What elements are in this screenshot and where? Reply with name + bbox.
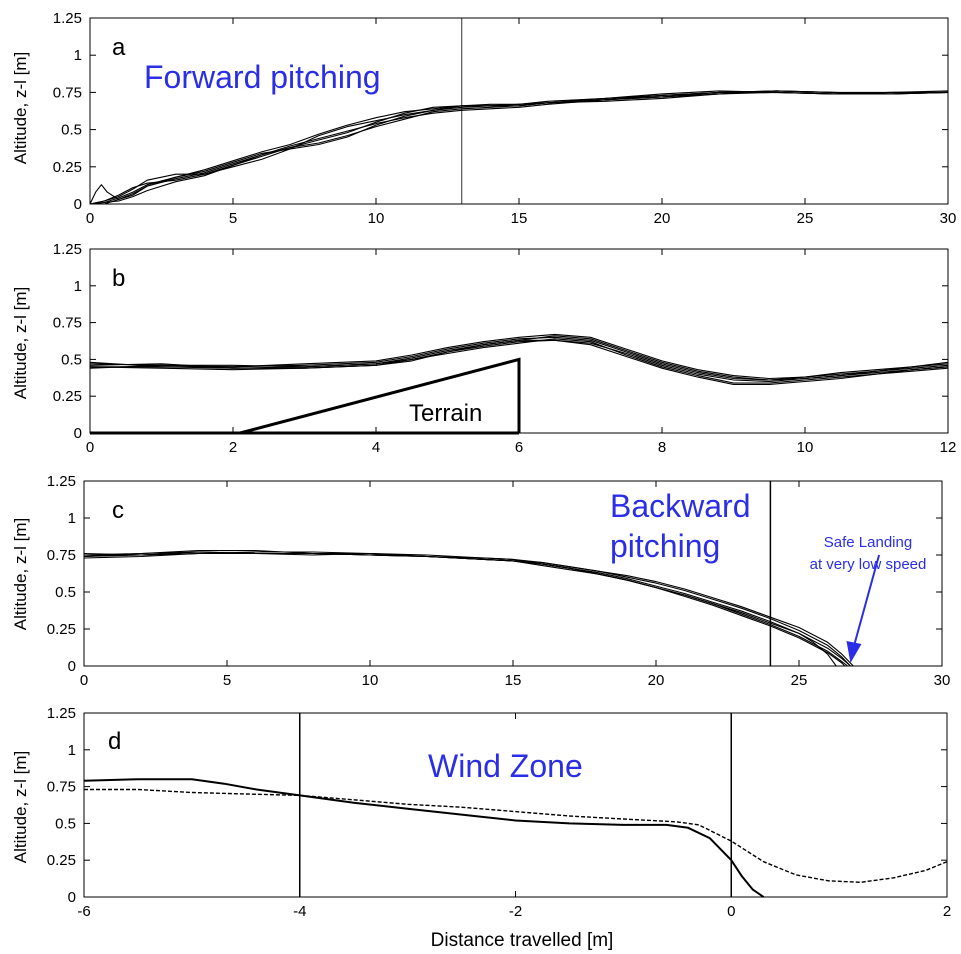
y-tick-label: 0.75: [53, 315, 82, 332]
panel-c-letter: c: [112, 497, 124, 524]
terrain-ramp: [239, 357, 521, 435]
y-tick-label: 0.25: [53, 388, 82, 405]
x-tick-label: -4: [293, 903, 306, 920]
annotation-pitching: pitching: [610, 528, 720, 564]
y-tick-label: 1.25: [47, 473, 76, 490]
series-line-c-5: [83, 551, 854, 667]
landing-arrow-head: [846, 641, 862, 664]
y-tick-label: 0.75: [47, 779, 76, 796]
annotation-wind-zone: Wind Zone: [428, 748, 583, 784]
x-tick-label: 2: [943, 903, 951, 920]
x-tick-label: 15: [505, 672, 522, 689]
series-line-a-3: [89, 90, 949, 205]
y-tick-label: 0.5: [55, 584, 76, 601]
axes-frame-d: [83, 712, 948, 898]
series-line-b-5: [89, 333, 949, 380]
panel-c: Altitude, z-l [m] c Backward pitching Sa…: [11, 488, 926, 630]
x-tick-label: 25: [797, 210, 814, 227]
landing-arrow-shaft: [852, 554, 881, 649]
x-tick-label: 0: [727, 903, 735, 920]
x-tick-label: -2: [509, 903, 522, 920]
x-tick-label: 20: [648, 672, 665, 689]
plot-d: -6 -4 -2 0 2 0 0.25 0.5 0.75 1 1.25: [47, 705, 951, 920]
panel-d: Altitude, z-l [m] d Wind Zone Distance t…: [11, 728, 613, 951]
x-tick-label: 30: [940, 210, 957, 227]
y-tick-label: 0.25: [47, 621, 76, 638]
x-tick-label: 6: [515, 439, 523, 456]
x-tick-label: 10: [797, 439, 814, 456]
series-line-b-6: [89, 339, 949, 385]
x-tick-label: 10: [368, 210, 385, 227]
y-tick-label: 0.5: [61, 122, 82, 139]
annotation-forward-pitching: Forward pitching: [144, 59, 381, 95]
series-line-c-6: [84, 552, 837, 667]
panel-c-ylabel: Altitude, z-l [m]: [11, 518, 30, 630]
panel-b: Altitude, z-l [m] b Terrain: [11, 265, 482, 427]
x-tick-label: 10: [362, 672, 379, 689]
panel-a-ylabel: Altitude, z-l [m]: [11, 52, 30, 164]
annotation-backward: Backward: [610, 488, 751, 524]
annotation-terrain: Terrain: [409, 400, 482, 427]
series-line-a-2: [89, 90, 948, 205]
y-tick-label: 0.75: [47, 547, 76, 564]
x-tick-label: 12: [940, 439, 957, 456]
y-tick-label: 1: [74, 278, 82, 295]
x-tick-label: 25: [791, 672, 808, 689]
x-axis-label: Distance travelled [m]: [431, 930, 614, 951]
series-line-a-4: [89, 90, 949, 205]
axes-frame-a: [89, 17, 949, 205]
y-tick-label: 1.25: [47, 705, 76, 722]
y-tick-label: 0.75: [53, 84, 82, 101]
series-line-b-4: [89, 338, 949, 384]
x-tick-label: 5: [229, 210, 237, 227]
y-tick-label: 0: [68, 658, 76, 675]
x-tick-label: 0: [80, 672, 88, 689]
y-tick-label: 0: [74, 196, 82, 213]
panel-d-ylabel: Altitude, z-l [m]: [11, 751, 30, 863]
panel-b-ylabel: Altitude, z-l [m]: [11, 287, 30, 399]
x-tick-label: 4: [372, 439, 380, 456]
plot-c: 0 5 10 15 20 25 30 0 0.25 0.5 0.75 1 1.25: [47, 473, 951, 689]
y-tick-label: 1: [74, 47, 82, 64]
x-tick-label: 8: [658, 439, 666, 456]
series-line-d-1: [83, 778, 765, 898]
y-tick-label: 0.25: [47, 852, 76, 869]
series-line-a-6: [89, 91, 948, 205]
y-tick-label: 0.5: [61, 351, 82, 368]
y-tick-label: 1: [68, 510, 76, 527]
series-line-b-2: [89, 336, 949, 381]
y-tick-label: 1: [68, 742, 76, 759]
y-tick-label: 0: [68, 889, 76, 906]
x-tick-label: 2: [229, 439, 237, 456]
plot-b: 0 2 4 6 8 10 12 0 0.25 0.5 0.75 1 1.25: [53, 241, 957, 456]
x-tick-label: 0: [86, 210, 94, 227]
x-tick-label: -6: [77, 903, 90, 920]
panel-a: Altitude, z-l [m] a Forward pitching: [11, 34, 381, 164]
y-tick-label: 1.25: [53, 10, 82, 27]
note-safe-landing: Safe Landing: [824, 534, 912, 551]
plot-a: 0 5 10 15 20 25 30 0 0.25 0.5 0.75 1 1.25: [53, 10, 957, 227]
series-line-a-1: [90, 91, 949, 205]
y-tick-label: 0: [74, 425, 82, 442]
panel-b-letter: b: [112, 265, 125, 292]
series-line-a-5: [89, 90, 949, 205]
note-low-speed: at very low speed: [810, 556, 927, 573]
y-tick-label: 0.25: [53, 159, 82, 176]
x-tick-label: 5: [223, 672, 231, 689]
y-tick-label: 0.5: [55, 815, 76, 832]
series-line-d-2: [84, 788, 948, 883]
x-tick-label: 30: [934, 672, 951, 689]
x-tick-label: 20: [654, 210, 671, 227]
panel-d-letter: d: [108, 728, 121, 755]
panel-a-letter: a: [112, 34, 126, 61]
series-line-c-1: [83, 551, 851, 667]
y-tick-label: 1.25: [53, 241, 82, 258]
x-tick-label: 0: [86, 439, 94, 456]
x-tick-label: 15: [511, 210, 528, 227]
